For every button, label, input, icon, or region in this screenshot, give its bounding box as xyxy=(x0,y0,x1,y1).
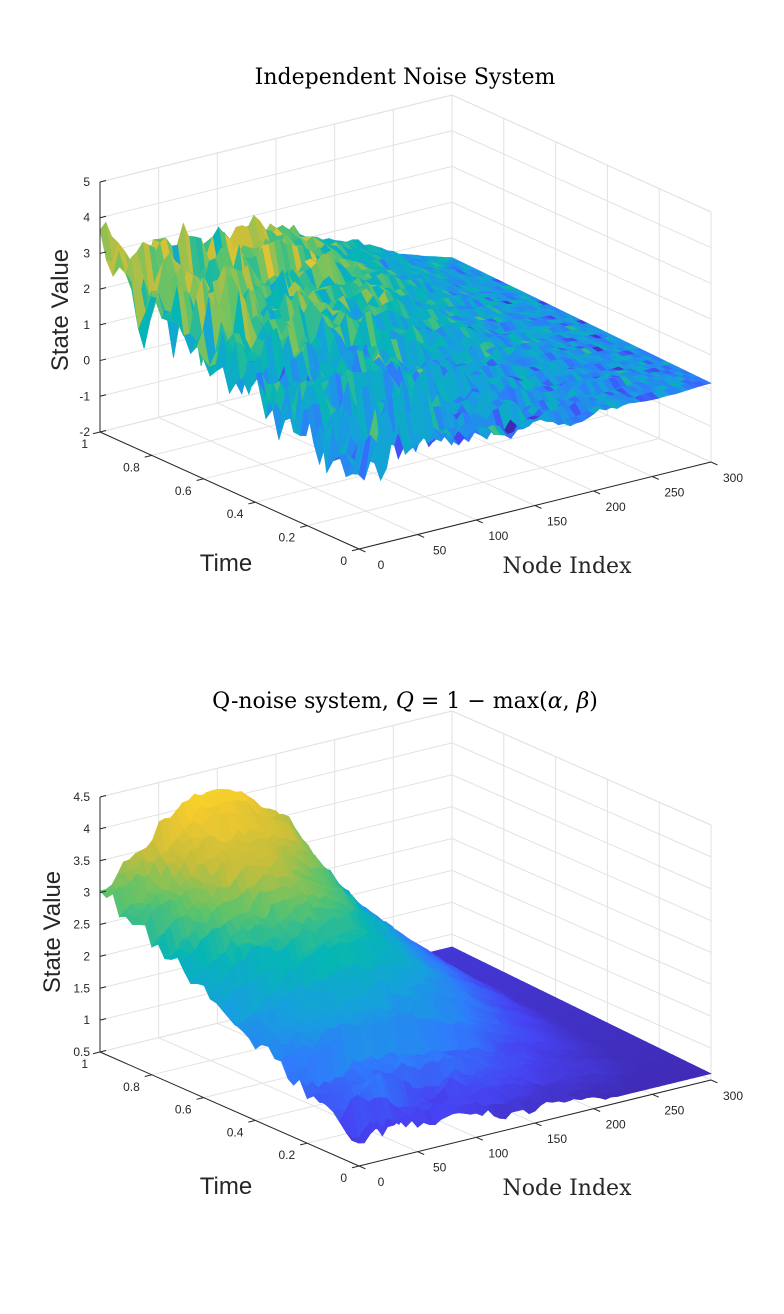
y-tick-label: 0.2 xyxy=(279,1148,296,1162)
z-tick-label: 1.5 xyxy=(73,981,90,995)
x-tick-label: 200 xyxy=(606,1118,626,1132)
z-tick-label: -1 xyxy=(79,389,90,403)
z-tick-label: 3 xyxy=(83,886,90,900)
x-tick-mark xyxy=(652,476,660,480)
x-tick-label: 0 xyxy=(378,1175,385,1189)
y-tick-mark xyxy=(351,1165,360,1169)
y-axis-label: Time xyxy=(200,550,252,577)
y-tick-mark xyxy=(248,501,256,505)
x-axis-label: Node Index xyxy=(503,554,633,579)
y-tick-label: 1 xyxy=(81,437,88,451)
chart-title: Independent Noise System xyxy=(255,65,556,90)
surface xyxy=(99,788,712,1144)
box-edge xyxy=(451,94,712,213)
title-text-part: Q-noise system, xyxy=(212,689,396,714)
y-tick-label: 0.6 xyxy=(175,484,192,498)
y-tick-label: 0 xyxy=(340,1171,347,1185)
z-tick-label: 4 xyxy=(83,822,90,836)
x-tick-mark xyxy=(417,534,425,538)
x-tick-label: 100 xyxy=(488,529,508,543)
grid-line xyxy=(99,94,712,213)
y-tick-mark xyxy=(144,1074,152,1078)
title-math-rest: = 1 − max( xyxy=(414,689,548,714)
y-axis-label: Time xyxy=(200,1173,252,1200)
y-tick-mark xyxy=(300,1142,308,1146)
x-tick-mark xyxy=(358,548,366,553)
y-tick-mark xyxy=(300,525,308,528)
x-tick-mark xyxy=(476,519,484,524)
x-tick-mark xyxy=(710,461,718,466)
x-axis-label: Node Index xyxy=(503,1176,633,1201)
y-tick-label: 0.8 xyxy=(123,1080,140,1094)
x-tick-mark xyxy=(534,505,542,509)
x-tick-label: 100 xyxy=(488,1146,508,1160)
z-tick-label: 1 xyxy=(83,318,90,332)
z-tick-label: -2 xyxy=(79,425,90,439)
z-tick-label: 3 xyxy=(83,246,90,260)
z-tick-label: 2 xyxy=(83,282,90,296)
y-tick-label: 0.4 xyxy=(227,1125,244,1139)
z-tick-label: 4 xyxy=(83,211,90,225)
y-tick-mark xyxy=(92,1051,101,1055)
z-tick-label: 0.5 xyxy=(73,1045,90,1059)
x-tick-label: 50 xyxy=(433,1161,447,1175)
y-tick-label: 0.8 xyxy=(123,460,140,474)
grid-line xyxy=(255,165,608,503)
x-tick-label: 250 xyxy=(664,486,684,500)
y-tick-mark xyxy=(144,454,152,458)
z-tick-label: 1 xyxy=(83,1013,90,1027)
y-tick-label: 1 xyxy=(81,1057,88,1071)
x-tick-label: 150 xyxy=(547,515,567,529)
z-tick-label: 5 xyxy=(83,175,90,189)
surface xyxy=(99,214,712,482)
box-edge xyxy=(99,94,453,183)
chart-title: Q-noise system, Q = 1 − max(α, β) xyxy=(212,689,598,714)
y-tick-label: 0.6 xyxy=(175,1103,192,1117)
y-tick-mark xyxy=(196,1097,204,1100)
title-math-beta: β xyxy=(576,689,590,714)
x-tick-mark xyxy=(358,1165,366,1170)
x-tick-mark xyxy=(534,1122,542,1127)
x-tick-label: 250 xyxy=(664,1103,684,1117)
title-math-alpha: α xyxy=(548,689,563,714)
x-tick-label: 150 xyxy=(547,1132,567,1146)
panel-q-noise: Q-noise system, Q = 1 − max(α, β) 050100… xyxy=(39,689,743,1201)
z-tick-label: 4.5 xyxy=(73,790,90,804)
x-tick-label: 300 xyxy=(723,1089,743,1103)
x-tick-label: 0 xyxy=(378,558,385,572)
x-tick-mark xyxy=(652,1093,660,1098)
y-tick-mark xyxy=(196,478,204,482)
y-tick-mark xyxy=(92,431,101,435)
title-math-q: Q xyxy=(396,689,414,714)
x-tick-mark xyxy=(593,1108,601,1112)
title-math-comma: , xyxy=(563,689,577,714)
z-tick-label: 2 xyxy=(83,949,90,963)
y-tick-mark xyxy=(351,548,360,552)
panel-independent-noise: Independent Noise System 050100150200250… xyxy=(47,65,743,579)
z-axis-label: State Value xyxy=(47,249,74,371)
x-tick-mark xyxy=(710,1079,718,1084)
grid-line xyxy=(99,130,712,249)
y-tick-label: 0.4 xyxy=(227,507,244,521)
box-edge xyxy=(451,710,712,826)
y-tick-label: 0.2 xyxy=(279,531,296,545)
x-tick-label: 300 xyxy=(723,471,743,485)
x-tick-mark xyxy=(476,1136,484,1141)
y-tick-label: 0 xyxy=(340,554,347,568)
x-tick-mark xyxy=(417,1151,425,1155)
x-tick-mark xyxy=(593,490,601,495)
z-tick-label: 2.5 xyxy=(73,918,90,932)
z-tick-label: 3.5 xyxy=(73,854,90,868)
z-tick-label: 0 xyxy=(83,354,90,368)
x-tick-label: 50 xyxy=(433,544,447,558)
y-tick-mark xyxy=(248,1119,256,1123)
title-math-close: ) xyxy=(589,689,598,714)
z-axis-label: State Value xyxy=(39,871,66,993)
grid-line xyxy=(307,188,660,527)
x-tick-label: 200 xyxy=(606,500,626,514)
